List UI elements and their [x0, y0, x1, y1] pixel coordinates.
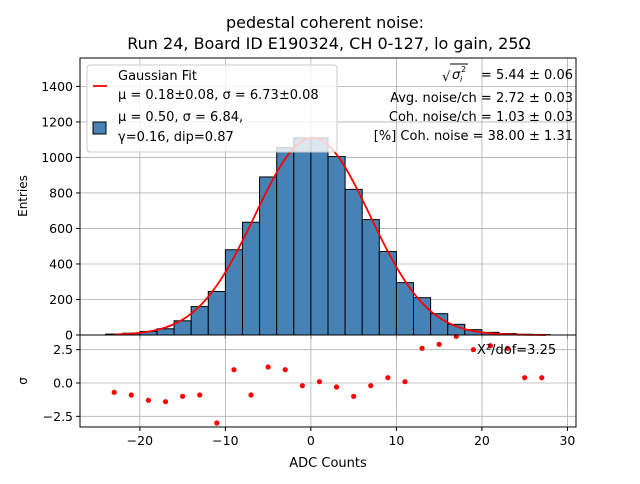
histogram-bar — [362, 220, 379, 335]
x-axis-label: ADC Counts — [289, 456, 367, 471]
main-y-tick-label: 1200 — [41, 114, 73, 129]
main-y-tick-label: 1000 — [41, 150, 73, 165]
residual-point — [402, 379, 407, 384]
residual-point — [197, 392, 202, 397]
residual-point — [522, 375, 527, 380]
residual-y-tick-label: 0.0 — [53, 376, 73, 391]
histogram-bars — [106, 138, 551, 335]
residual-point — [351, 394, 356, 399]
histogram-bar — [294, 138, 311, 335]
stats-annotation: √ σ i 2 = 5.44 ± 0.06 Avg. noise/ch = 2.… — [374, 64, 573, 144]
main-y-axis-label: Entries — [16, 175, 30, 217]
main-y-tick-label: 600 — [49, 221, 73, 236]
x-tick-label: 30 — [559, 433, 575, 448]
sigma-i-superscript: 2 — [461, 65, 466, 74]
sqrt-sigma-symbol: √ — [442, 70, 451, 85]
histogram-bar — [208, 291, 225, 335]
sqrt-sigma2-value: = 5.44 ± 0.06 — [481, 68, 573, 83]
residual-point — [248, 392, 253, 397]
residual-point — [163, 399, 168, 404]
main-y-tick-label: 1400 — [41, 79, 73, 94]
legend-hist-label-line2: γ=0.16, dip=0.87 — [118, 130, 234, 145]
coh-noise-text: Coh. noise/ch = 1.03 ± 0.03 — [389, 110, 573, 125]
histogram-bar — [242, 222, 259, 335]
chi2-label: X²/dof=3.25 — [477, 343, 556, 358]
residual-y-tick-label: −2.5 — [43, 409, 73, 424]
residual-y-ticks: −2.5 0.0 2.5 — [43, 342, 80, 424]
residual-point — [283, 367, 288, 372]
x-tick-label: −20 — [127, 433, 153, 448]
residual-point — [539, 375, 544, 380]
histogram-bar — [277, 148, 294, 335]
residual-point — [180, 394, 185, 399]
residual-point — [368, 383, 373, 388]
histogram-bar — [225, 250, 242, 335]
main-y-tick-label: 0 — [65, 328, 73, 343]
legend: Gaussian Fit μ = 0.18±0.08, σ = 6.73±0.0… — [87, 65, 337, 152]
residual-point — [334, 384, 339, 389]
legend-fit-label-line2: μ = 0.18±0.08, σ = 6.73±0.08 — [118, 88, 319, 103]
residual-point — [385, 375, 390, 380]
x-tick-label: 10 — [388, 433, 404, 448]
residual-x-ticks: −20 −10 0 10 20 30 — [127, 427, 576, 448]
main-y-tick-label: 800 — [49, 185, 73, 200]
chart-subtitle: Run 24, Board ID E190324, CH 0-127, lo g… — [127, 34, 530, 53]
residual-point — [266, 364, 271, 369]
residual-point — [300, 383, 305, 388]
chart-title: pedestal coherent noise: — [226, 13, 424, 32]
x-tick-label: −10 — [212, 433, 238, 448]
residual-point — [437, 342, 442, 347]
residual-y-axis-label: σ — [16, 377, 30, 385]
main-y-tick-label: 200 — [49, 292, 73, 307]
histogram-bar — [311, 138, 328, 335]
x-tick-label: 0 — [307, 433, 315, 448]
histogram-bar — [345, 189, 362, 335]
legend-hist-label-line1: μ = 0.50, σ = 6.84, — [118, 110, 243, 125]
legend-hist-patch-swatch — [93, 122, 106, 134]
residual-point — [214, 420, 219, 425]
coh-percent-text: [%] Coh. noise = 38.00 ± 1.31 — [374, 129, 573, 144]
residual-point — [471, 347, 476, 352]
histogram-bar — [328, 157, 345, 335]
residual-y-tick-label: 2.5 — [53, 342, 73, 357]
avg-noise-text: Avg. noise/ch = 2.72 ± 0.03 — [390, 91, 573, 106]
legend-fit-label-line1: Gaussian Fit — [118, 69, 197, 84]
main-y-tick-label: 400 — [49, 256, 73, 271]
residual-point — [231, 367, 236, 372]
x-tick-label: 20 — [474, 433, 490, 448]
residual-point — [129, 392, 134, 397]
residual-point — [317, 379, 322, 384]
sigma-i-subscript: i — [460, 75, 463, 84]
residual-point — [112, 390, 117, 395]
residual-point — [419, 346, 424, 351]
residual-point — [146, 398, 151, 403]
